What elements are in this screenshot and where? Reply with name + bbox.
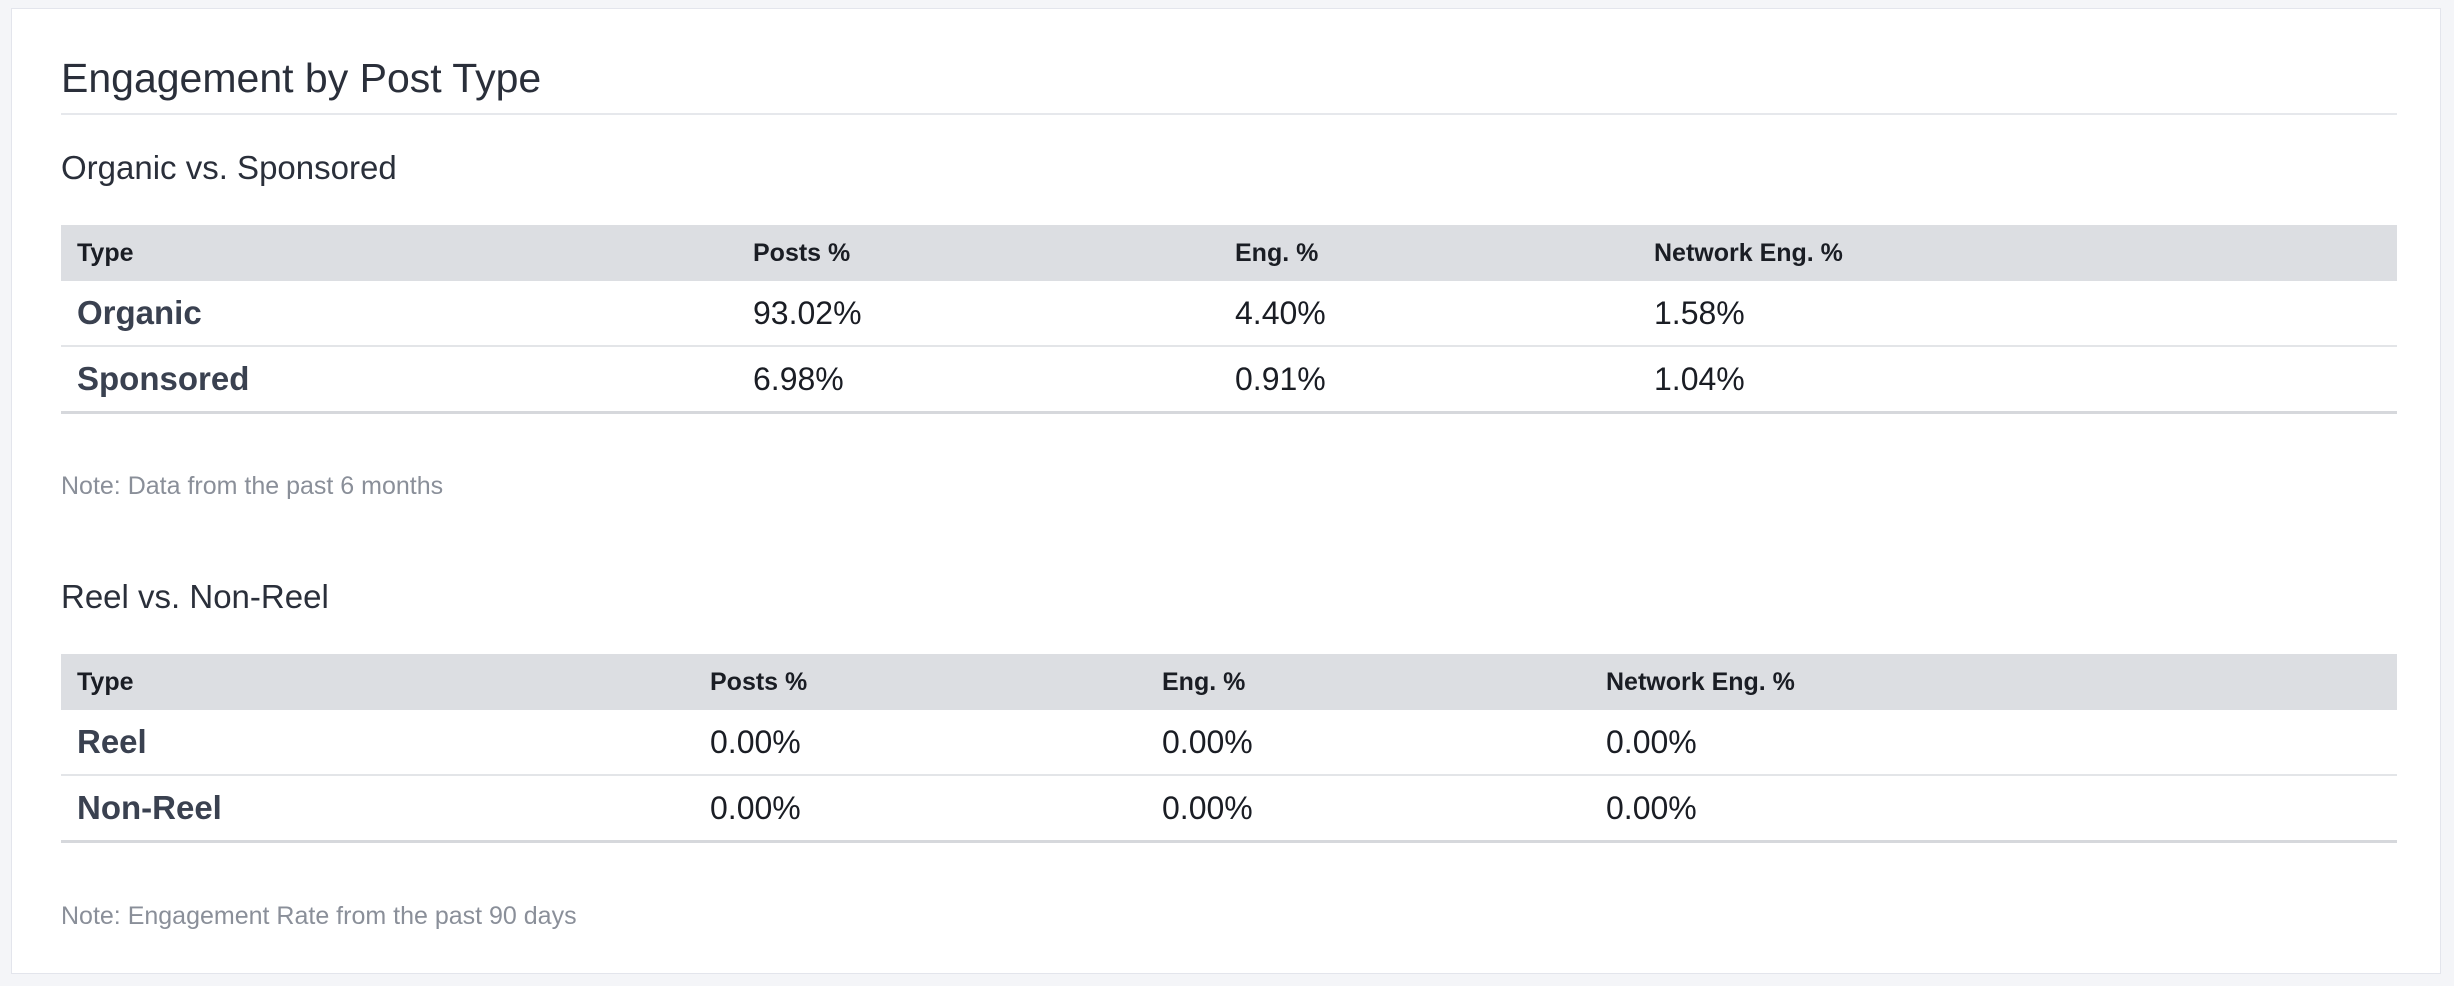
row-posts-cell: 0.00%: [710, 790, 801, 826]
table-row: Reel 0.00% 0.00% 0.00%: [61, 710, 2397, 776]
row-type-cell: Sponsored: [77, 360, 250, 397]
row-network-eng-cell: 1.58%: [1654, 295, 1745, 331]
table-header: Type Posts % Eng. % Network Eng. %: [61, 654, 2397, 710]
row-eng-cell: 4.40%: [1235, 295, 1326, 331]
row-posts-cell: 6.98%: [753, 361, 844, 397]
column-header-network-eng: Network Eng. %: [1654, 239, 1843, 267]
section-title-organic-sponsored: Organic vs. Sponsored: [61, 149, 397, 186]
reel-nonreel-table: Type Posts % Eng. % Network Eng. % Reel …: [61, 654, 2397, 843]
column-header-eng: Eng. %: [1235, 239, 1319, 267]
section-title-reel-nonreel: Reel vs. Non-Reel: [61, 578, 329, 615]
card-title: Engagement by Post Type: [61, 55, 542, 101]
column-header-network-eng: Network Eng. %: [1606, 668, 1795, 696]
column-header-posts: Posts %: [753, 239, 851, 267]
column-header-type: Type: [77, 668, 134, 696]
row-network-eng-cell: 0.00%: [1606, 724, 1697, 760]
column-header-eng: Eng. %: [1162, 668, 1246, 696]
row-type-cell: Organic: [77, 294, 202, 331]
row-eng-cell: 0.91%: [1235, 361, 1326, 397]
table-row: Non-Reel 0.00% 0.00% 0.00%: [61, 776, 2397, 843]
column-header-posts: Posts %: [710, 668, 808, 696]
row-posts-cell: 93.02%: [753, 295, 862, 331]
row-type-cell: Non-Reel: [77, 789, 222, 826]
table-row: Organic 93.02% 4.40% 1.58%: [61, 281, 2397, 347]
table-row: Sponsored 6.98% 0.91% 1.04%: [61, 347, 2397, 414]
title-divider: [61, 113, 2397, 115]
note-reel-nonreel: Note: Engagement Rate from the past 90 d…: [61, 902, 577, 930]
table-header: Type Posts % Eng. % Network Eng. %: [61, 225, 2397, 281]
row-eng-cell: 0.00%: [1162, 724, 1253, 760]
row-type-cell: Reel: [77, 723, 147, 760]
column-header-type: Type: [77, 239, 134, 267]
engagement-card: Engagement by Post Type Organic vs. Spon…: [11, 8, 2441, 974]
organic-sponsored-table: Type Posts % Eng. % Network Eng. % Organ…: [61, 225, 2397, 414]
row-network-eng-cell: 1.04%: [1654, 361, 1745, 397]
row-network-eng-cell: 0.00%: [1606, 790, 1697, 826]
row-posts-cell: 0.00%: [710, 724, 801, 760]
note-organic-sponsored: Note: Data from the past 6 months: [61, 472, 444, 500]
row-eng-cell: 0.00%: [1162, 790, 1253, 826]
